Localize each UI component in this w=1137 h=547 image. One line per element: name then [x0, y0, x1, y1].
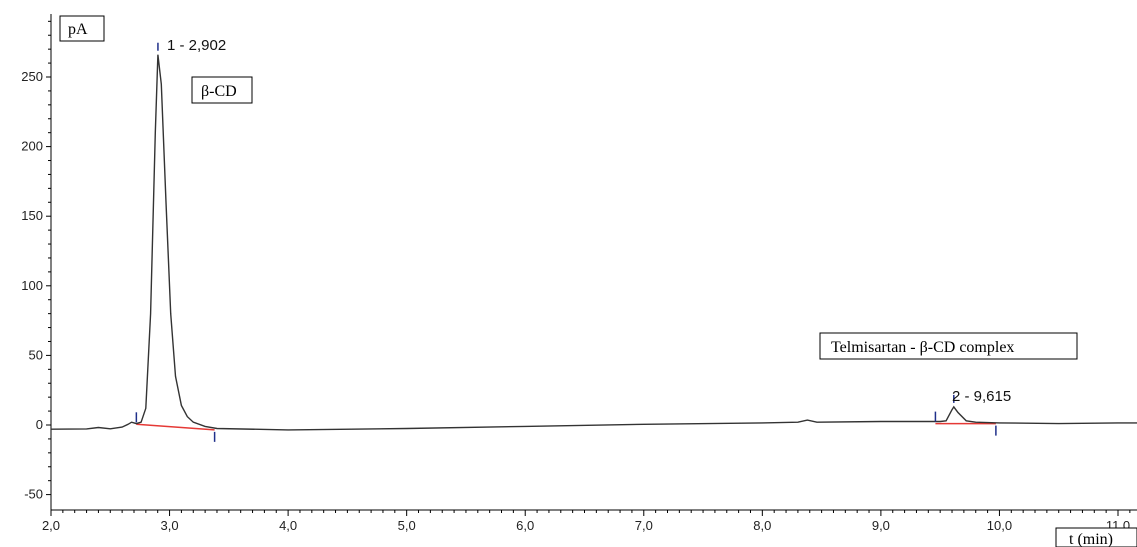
- complex-annotation-text: Telmisartan - β-CD complex: [831, 339, 1014, 356]
- integration-baselines: [136, 422, 996, 431]
- beta-cd-annotation: β-CD: [191, 76, 253, 104]
- x-tick-label: 7,0: [635, 518, 653, 533]
- x-tick-label: 10,0: [987, 518, 1012, 533]
- x-tick-label: 9,0: [872, 518, 890, 533]
- y-tick-label: -50: [24, 487, 43, 502]
- x-tick-label: 4,0: [279, 518, 297, 533]
- signal-line: [50, 54, 1137, 431]
- y-tick-label: 150: [21, 208, 43, 223]
- y-tick-label: 50: [29, 347, 43, 362]
- y-unit-label: pA: [68, 21, 88, 38]
- x-unit-box: t (min): [1055, 527, 1137, 547]
- x-tick-label: 5,0: [398, 518, 416, 533]
- y-axis-ticks: -50 0 50 100 150 200 250: [21, 20, 51, 502]
- y-tick-label: 200: [21, 139, 43, 154]
- integration-baseline: [136, 423, 215, 431]
- y-unit-box: pA: [59, 15, 105, 42]
- x-tick-label: 3,0: [161, 518, 179, 533]
- y-tick-label: 250: [21, 69, 43, 84]
- x-tick-label: 2,0: [42, 518, 60, 533]
- peak-2-label: 2 - 9,615: [952, 388, 1011, 405]
- x-unit-label: t (min): [1069, 531, 1113, 547]
- beta-cd-annotation-text: β-CD: [201, 83, 237, 100]
- y-tick-label: 0: [36, 417, 43, 432]
- x-tick-label: 6,0: [516, 518, 534, 533]
- peak-1-label: 1 - 2,902: [167, 37, 226, 54]
- complex-annotation: Telmisartan - β-CD complex: [819, 332, 1078, 360]
- integration-markers: [135, 42, 997, 442]
- x-tick-label: 8,0: [753, 518, 771, 533]
- y-tick-label: 100: [21, 278, 43, 293]
